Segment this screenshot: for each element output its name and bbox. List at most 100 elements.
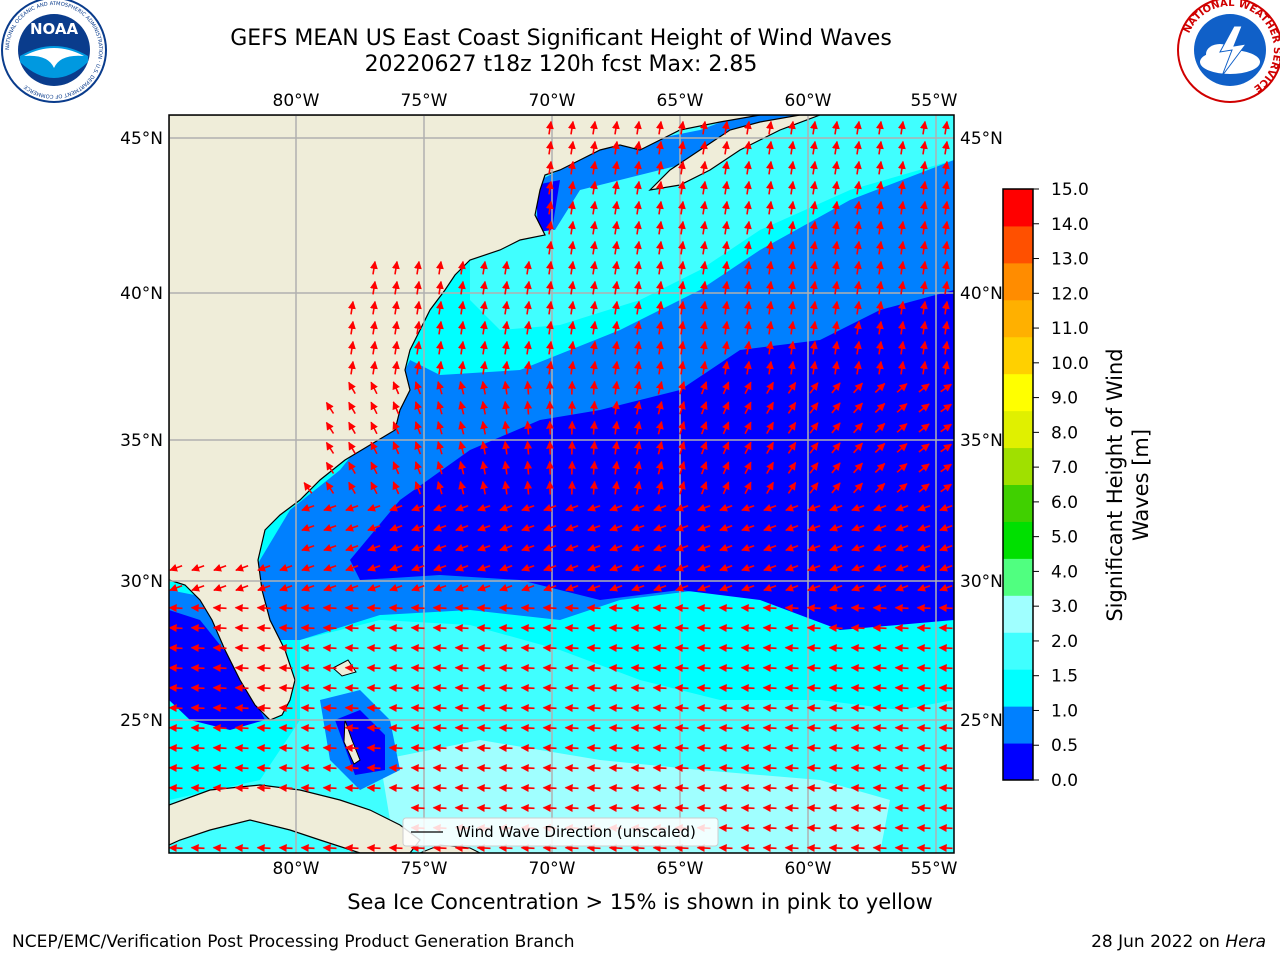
wave-direction-arrow [918, 403, 930, 413]
wave-direction-arrow [744, 401, 752, 415]
wave-direction-arrow [344, 664, 359, 673]
wave-direction-arrow [721, 140, 730, 155]
wave-direction-arrow [633, 120, 642, 135]
wave-direction-arrow [677, 260, 686, 275]
wave-direction-arrow [524, 420, 533, 435]
wave-direction-arrow [322, 664, 337, 673]
wave-direction-arrow [743, 160, 752, 175]
wave-direction-arrow [611, 340, 620, 355]
wave-direction-arrow [521, 523, 535, 532]
wave-direction-arrow [740, 784, 755, 793]
wave-direction-arrow [718, 764, 733, 773]
wave-direction-arrow [169, 704, 183, 713]
wave-direction-arrow [542, 764, 557, 773]
wave-direction-arrow [370, 481, 378, 495]
wave-direction-arrow [520, 724, 535, 733]
wave-direction-arrow [850, 784, 865, 793]
wave-direction-arrow [389, 523, 403, 532]
wave-direction-arrow [611, 240, 620, 255]
wave-direction-arrow [234, 644, 249, 653]
wave-direction-arrow [765, 180, 774, 195]
wave-direction-arrow [589, 320, 598, 335]
wave-direction-arrow [586, 644, 601, 653]
wave-direction-arrow [743, 340, 752, 355]
wave-direction-arrow [611, 480, 620, 495]
wave-direction-arrow [169, 624, 183, 633]
lon-ticks-bottom: 80°W 75°W 70°W 65°W 60°W 55°W [273, 859, 958, 879]
wave-direction-arrow [586, 804, 601, 813]
wave-direction-arrow [919, 120, 928, 135]
wave-direction-arrow [520, 604, 535, 613]
wave-direction-arrow [850, 664, 865, 673]
wave-direction-arrow [565, 503, 579, 512]
wave-direction-arrow [611, 200, 620, 215]
wave-direction-arrow [498, 684, 513, 693]
wave-direction-arrow [611, 320, 620, 335]
wave-direction-arrow [896, 483, 908, 493]
wave-direction-arrow [190, 644, 205, 653]
wave-direction-arrow [787, 441, 797, 454]
wave-direction-arrow [589, 180, 598, 195]
wave-direction-arrow [766, 421, 774, 435]
wave-direction-arrow [853, 120, 862, 135]
wave-direction-arrow [366, 624, 381, 633]
wave-direction-arrow [697, 523, 711, 532]
wave-direction-arrow [850, 804, 865, 813]
wave-direction-arrow [256, 684, 271, 693]
wave-direction-arrow [918, 463, 930, 473]
wave-direction-arrow [411, 563, 425, 572]
wave-direction-arrow [479, 280, 488, 295]
wave-direction-arrow [586, 844, 601, 853]
wave-direction-arrow [740, 684, 755, 693]
wave-direction-arrow [414, 421, 422, 435]
wave-direction-arrow [919, 300, 928, 315]
wave-direction-arrow [740, 764, 755, 773]
wave-direction-arrow [828, 764, 843, 773]
wave-direction-arrow [722, 381, 730, 395]
wave-direction-arrow [455, 583, 469, 592]
wave-direction-arrow [523, 320, 532, 335]
wave-direction-arrow [674, 804, 689, 813]
wave-direction-arrow [454, 724, 469, 733]
wave-direction-arrow [322, 624, 337, 633]
wave-direction-arrow [677, 120, 686, 135]
wave-direction-arrow [765, 340, 774, 355]
wave-direction-arrow [697, 583, 711, 592]
wave-direction-arrow [301, 503, 315, 512]
wave-direction-arrow [787, 160, 796, 175]
wave-direction-arrow [896, 383, 908, 393]
wave-direction-arrow [766, 481, 774, 495]
wave-direction-arrow [370, 461, 378, 475]
wave-direction-arrow [633, 440, 642, 455]
wave-direction-arrow [809, 320, 818, 335]
wave-direction-arrow [941, 120, 950, 135]
wave-direction-arrow [278, 684, 293, 693]
wave-direction-arrow [545, 140, 554, 155]
wave-direction-arrow [787, 180, 796, 195]
wave-direction-arrow [587, 563, 601, 572]
wave-direction-arrow [718, 704, 733, 713]
wave-direction-arrow [696, 684, 711, 693]
wave-direction-arrow [480, 460, 489, 475]
wave-direction-arrow [829, 503, 843, 512]
wave-direction-arrow [784, 744, 799, 753]
wave-direction-arrow [567, 320, 576, 335]
wave-direction-arrow [897, 260, 906, 275]
wave-direction-arrow [831, 180, 840, 195]
wave-direction-arrow [675, 503, 689, 512]
wave-direction-arrow [502, 480, 511, 495]
wave-direction-arrow [677, 320, 686, 335]
wave-direction-arrow [565, 523, 579, 532]
wave-direction-arrow [564, 764, 579, 773]
wave-direction-arrow [916, 764, 931, 773]
wave-direction-arrow [722, 421, 730, 435]
wave-direction-arrow [458, 420, 467, 435]
wave-direction-arrow [348, 421, 356, 434]
wave-direction-arrow [872, 744, 887, 753]
wave-direction-arrow [806, 624, 821, 633]
wave-direction-arrow [940, 443, 952, 453]
wave-direction-arrow [941, 260, 950, 275]
wave-direction-arrow [807, 523, 821, 532]
colorbar-bin [1003, 743, 1033, 781]
wave-direction-arrow [454, 664, 469, 673]
